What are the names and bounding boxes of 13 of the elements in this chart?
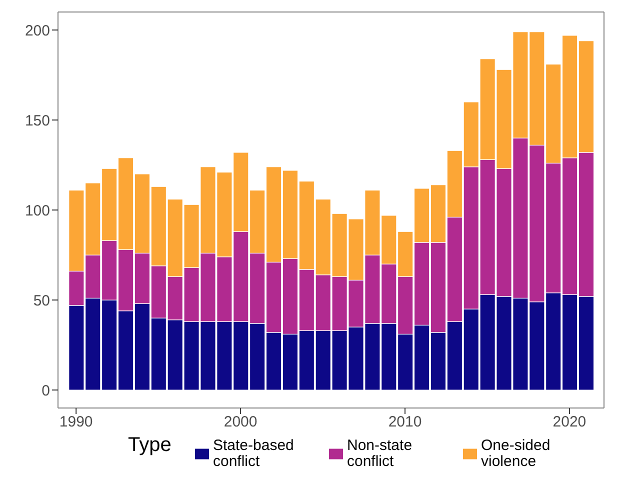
legend-title: Type xyxy=(128,434,172,457)
x-tick-label: 2010 xyxy=(388,414,422,431)
y-tick-label: 200 xyxy=(24,22,50,40)
y-tick-label: 150 xyxy=(24,112,50,130)
legend-label: One-sided violence xyxy=(481,437,552,470)
y-tick-label: 50 xyxy=(33,292,50,310)
x-tick-label: 2000 xyxy=(224,414,258,431)
legend-label: State-based conflict xyxy=(213,437,295,470)
y-tick-label: 0 xyxy=(42,382,50,400)
y-tick-label: 100 xyxy=(24,202,50,220)
x-tick-label: 2020 xyxy=(552,414,586,431)
legend-label: Non-state conflict xyxy=(347,437,414,470)
x-tick-label: 1990 xyxy=(59,414,93,431)
